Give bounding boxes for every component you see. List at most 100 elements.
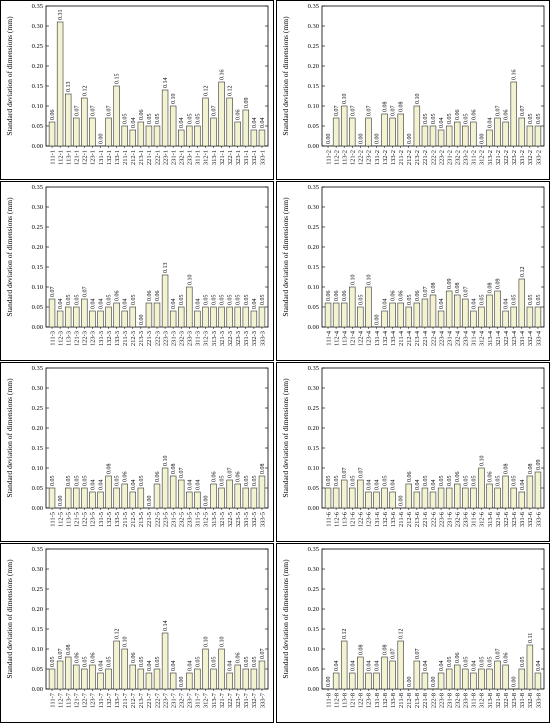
- x-tick-label: 212-3: [130, 331, 137, 346]
- x-tick-label: 213-5: [138, 512, 145, 527]
- data-label: 0.06: [155, 291, 161, 302]
- bar: [113, 640, 120, 690]
- data-label: 0.00: [374, 134, 380, 145]
- bar: [202, 306, 209, 328]
- data-label: 0.04: [350, 661, 356, 672]
- x-tick-label: 313-3: [211, 331, 218, 346]
- x-tick-label: 313-1: [211, 150, 218, 165]
- y-tick-label: 0.00: [308, 143, 319, 150]
- x-tick-label: 321-8: [495, 693, 502, 708]
- x-tick-label: 331-7: [243, 692, 250, 708]
- data-label: 0.00: [512, 677, 518, 688]
- bar: [89, 491, 96, 509]
- bar: [226, 479, 233, 509]
- data-label: 0.05: [423, 476, 429, 487]
- bar: [153, 302, 161, 328]
- bar: [510, 81, 517, 147]
- bar: [129, 306, 136, 328]
- data-label: 0.05: [155, 657, 161, 668]
- x-tick-label: 222-1: [154, 150, 161, 165]
- x-tick-label: 311-2: [471, 150, 478, 165]
- data-label: 0.04: [123, 299, 129, 310]
- x-tick-label: 133-1: [114, 150, 121, 165]
- bar: [178, 479, 185, 509]
- y-tick-label: 0.00: [308, 505, 319, 512]
- bar: [48, 121, 56, 147]
- bar: [121, 310, 128, 328]
- bar: [421, 487, 429, 509]
- x-tick-label: 311-1: [195, 150, 202, 165]
- data-label: 0.06: [236, 110, 242, 121]
- bar: [349, 286, 356, 328]
- bar: [64, 93, 72, 147]
- bar: [153, 483, 161, 509]
- y-tick-label: 0.15: [308, 264, 319, 271]
- data-label: 0.04: [90, 480, 96, 491]
- data-label: 0.06: [471, 110, 477, 121]
- bar: [113, 85, 120, 147]
- data-label: 0.07: [58, 649, 64, 660]
- data-label: 0.05: [139, 476, 145, 487]
- data-label: 0.04: [195, 299, 201, 310]
- data-label: 0.06: [155, 472, 161, 483]
- data-label: 0.05: [107, 657, 113, 668]
- data-label: 0.08: [107, 464, 113, 475]
- bar: [429, 491, 437, 509]
- y-tick-label: 0.35: [32, 3, 43, 10]
- x-tick-label: 323-8: [511, 693, 518, 708]
- bar: [210, 117, 217, 147]
- y-tick-label: 0.10: [32, 103, 43, 110]
- bar: [161, 274, 169, 328]
- x-tick-label: 232-7: [179, 692, 186, 708]
- x-tick-label: 233-2: [463, 150, 470, 165]
- bar: [437, 310, 445, 328]
- bar: [186, 672, 193, 690]
- data-label: 0.00: [139, 315, 145, 326]
- data-label: 0.04: [374, 661, 380, 672]
- x-tick-label: 232-5: [179, 512, 186, 527]
- bar: [373, 672, 380, 690]
- data-label: 0.10: [171, 94, 177, 105]
- x-tick-label: 233-1: [187, 150, 194, 165]
- bar: [226, 672, 233, 690]
- data-label: 0.00: [407, 677, 413, 688]
- data-label: 0.09: [447, 279, 453, 290]
- bar: [534, 125, 542, 147]
- data-label: 0.09: [536, 460, 542, 471]
- y-tick-label: 0.35: [308, 546, 319, 553]
- data-label: 0.10: [220, 637, 226, 648]
- data-label: 0.07: [82, 287, 88, 298]
- data-label: 0.04: [366, 480, 372, 491]
- data-label: 0.05: [350, 476, 356, 487]
- bar: [526, 125, 534, 147]
- x-tick-label: 321-3: [219, 331, 226, 346]
- x-tick-label: 333-8: [535, 693, 542, 708]
- data-label: 0.07: [334, 106, 340, 117]
- x-tick-label: 211-4: [398, 330, 405, 346]
- y-tick-label: 0.30: [308, 204, 319, 211]
- x-tick-label: 112-2: [333, 150, 340, 165]
- x-tick-label: 213-6: [414, 511, 421, 527]
- bar: [397, 302, 404, 328]
- y-tick-label: 0.25: [32, 405, 43, 412]
- data-label: 0.04: [228, 661, 234, 672]
- data-label: 0.04: [187, 661, 193, 672]
- data-label: 0.31: [58, 10, 64, 21]
- x-tick-label: 321-4: [495, 330, 502, 346]
- data-label: 0.07: [366, 106, 372, 117]
- x-tick-label: 322-5: [227, 512, 234, 527]
- bar: [242, 306, 250, 328]
- chart-panel-h: 0.00 0.05 0.10 0.15 0.20 0.25 0.30 0.35 Standard…: [276, 543, 550, 723]
- data-label: 0.05: [463, 114, 469, 125]
- bar: [510, 306, 517, 328]
- y-tick-label: 0.00: [32, 143, 43, 150]
- data-label: 0.05: [244, 476, 250, 487]
- x-tick-label: 123-6: [366, 511, 373, 527]
- bar: [445, 668, 453, 690]
- x-tick-label: 333-3: [259, 331, 266, 346]
- x-tick-label: 222-4: [430, 330, 437, 346]
- data-label: 0.05: [423, 114, 429, 125]
- bar: [218, 81, 225, 147]
- bar: [161, 89, 169, 147]
- x-tick-label: 113-4: [341, 330, 348, 346]
